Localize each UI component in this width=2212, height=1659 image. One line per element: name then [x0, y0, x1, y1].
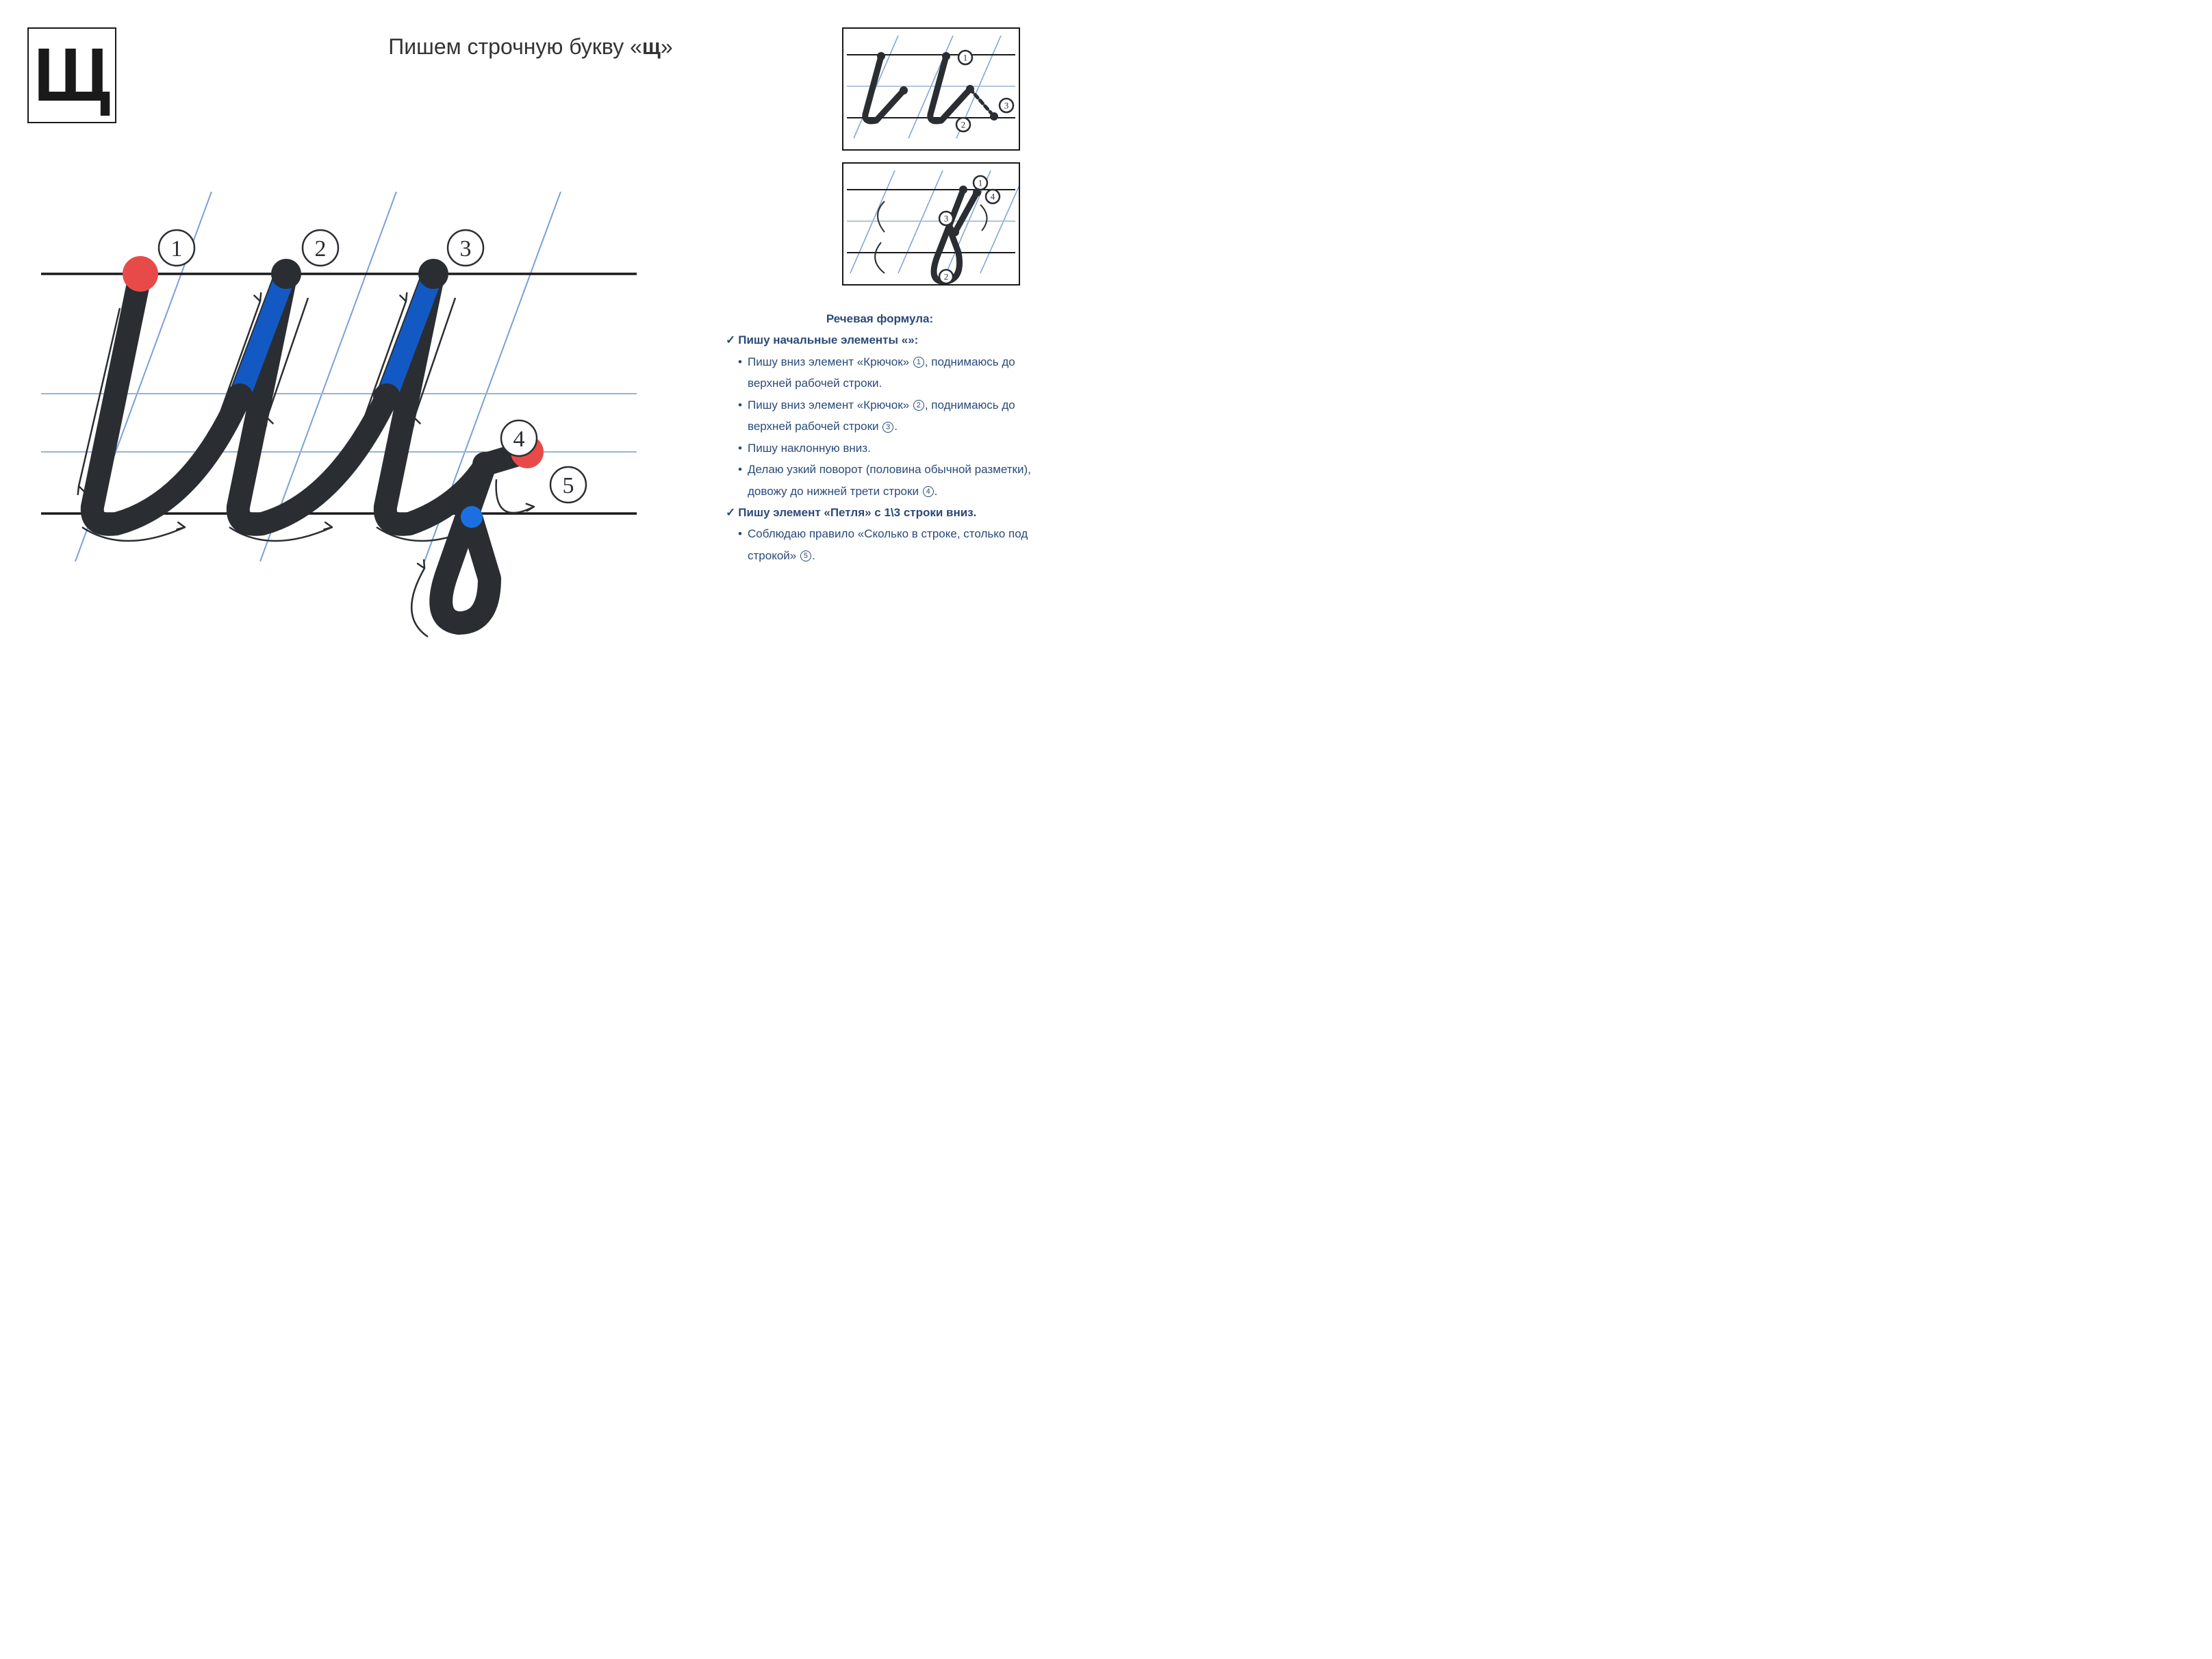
svg-text:5: 5 [563, 473, 574, 498]
formula-group-heading: Пишу начальные элементы «»: [726, 329, 1034, 351]
formula-step: Пишу наклонную вниз. [726, 438, 1034, 459]
formula-step: Пишу вниз элемент «Крючок» 1, поднимаюсь… [726, 351, 1034, 394]
svg-text:1: 1 [978, 178, 983, 188]
svg-text:2: 2 [315, 236, 327, 262]
svg-text:4: 4 [513, 427, 525, 452]
title-letter: щ [642, 34, 661, 59]
svg-text:3: 3 [944, 214, 949, 224]
reference-thumbnails: 1 2 3 1 2 3 4 [842, 27, 1020, 297]
verbal-formula-panel: Речевая формула:Пишу начальные элементы … [726, 308, 1034, 566]
svg-text:3: 3 [1004, 101, 1009, 111]
title-prefix: Пишем строчную букву « [388, 34, 642, 59]
formula-heading: Речевая формула: [726, 308, 1034, 329]
svg-text:4: 4 [991, 192, 995, 202]
svg-text:2: 2 [961, 120, 966, 130]
formula-step: Пишу вниз элемент «Крючок» 2, поднимаюсь… [726, 394, 1034, 438]
svg-text:1: 1 [963, 53, 968, 63]
thumb-1: 1 2 3 [842, 27, 1020, 151]
svg-text:2: 2 [944, 272, 949, 282]
formula-step: Делаю узкий поворот (половина обычной ра… [726, 459, 1034, 502]
svg-text:1: 1 [171, 236, 183, 262]
svg-text:3: 3 [460, 236, 472, 262]
formula-step: Соблюдаю правило «Сколько в строке, стол… [726, 523, 1034, 566]
thumb-2: 1 2 3 4 [842, 162, 1020, 286]
title-suffix: » [661, 34, 673, 59]
main-handwriting-diagram: 1 2 3 4 5 [41, 192, 637, 657]
formula-group-heading: Пишу элемент «Петля» с 1\3 строки вниз. [726, 502, 1034, 523]
